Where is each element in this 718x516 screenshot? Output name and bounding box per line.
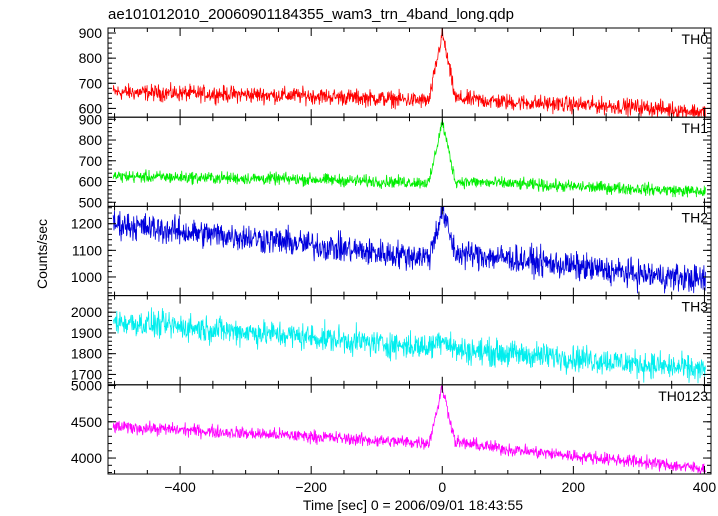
y-tick-label-th1: 500	[79, 194, 103, 210]
y-tick-label-th3: 1900	[71, 325, 102, 341]
series-line-th0	[112, 28, 706, 118]
panel-stack: TH0 600 700 800 900 TH1 500 600 700 800 900 TH2 1000…	[71, 25, 716, 495]
y-tick-label-th3: 1800	[71, 346, 102, 362]
panel-label-th2: TH2	[682, 209, 709, 225]
y-tick-label-th0: 600	[79, 100, 103, 116]
panel-label-th0: TH0	[682, 31, 709, 47]
y-tick-label-th0123: 4000	[71, 450, 102, 466]
x-tick-label: 200	[562, 479, 586, 495]
y-tick-label-th1: 900	[79, 111, 103, 127]
panel-label-th3: TH3	[682, 299, 709, 315]
series-line-th0123	[112, 384, 706, 474]
x-tick-label: 0	[438, 479, 446, 495]
y-tick-label-th2: 1000	[71, 269, 102, 285]
x-tick-label: −200	[295, 479, 327, 495]
panel-frame-th1	[107, 116, 712, 207]
x-tick-label: 400	[693, 479, 717, 495]
series-line-th3	[112, 307, 706, 384]
chart-title: ae101012010_20060901184355_wam3_trn_4ban…	[108, 6, 514, 23]
y-tick-label-th1: 600	[79, 174, 103, 190]
y-tick-label-th1: 700	[79, 153, 103, 169]
y-tick-label-th0: 800	[79, 50, 103, 66]
panel-label-th1: TH1	[682, 120, 709, 136]
y-tick-label-th2: 1200	[71, 216, 102, 232]
y-tick-label-th3: 2000	[71, 304, 102, 320]
panel-label-th0123: TH0123	[658, 388, 708, 404]
x-axis-label: Time [sec] 0 = 2006/09/01 18:43:55	[303, 497, 523, 513]
series-line-th1	[112, 119, 706, 198]
y-tick-label-th0123: 5000	[71, 378, 102, 394]
x-tick-label: −400	[164, 479, 196, 495]
y-tick-label-th2: 1100	[72, 242, 102, 258]
series-line-th2	[112, 206, 706, 294]
y-tick-label-th1: 800	[79, 132, 103, 148]
panel-frame-th3	[107, 295, 712, 386]
y-tick-label-th0123: 4500	[71, 414, 102, 430]
y-tick-label-th0: 700	[79, 75, 103, 91]
y-axis-label: Counts/sec	[34, 219, 50, 289]
y-tick-label-th3: 1700	[71, 366, 102, 382]
y-tick-label-th0: 900	[79, 25, 103, 41]
